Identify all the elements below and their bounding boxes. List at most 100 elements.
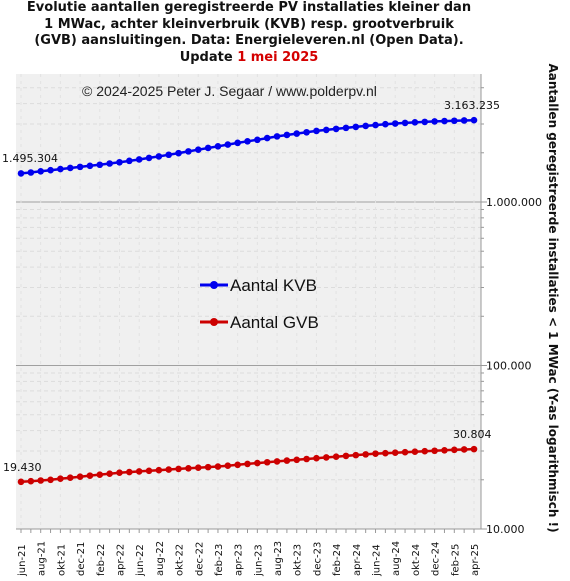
data-point-kvb <box>194 146 202 153</box>
data-point-kvb <box>382 120 389 128</box>
data-point-gvb <box>451 446 458 454</box>
data-point-gvb <box>37 477 44 484</box>
x-tick-label: okt-23 <box>293 544 304 576</box>
data-point-kvb <box>234 139 241 147</box>
data-point-kvb <box>273 133 281 140</box>
data-point-gvb <box>322 454 330 461</box>
y-tick-label: 1.000.000 <box>486 196 542 209</box>
data-point-kvb <box>165 151 173 159</box>
data-point-gvb <box>352 451 360 459</box>
data-point-gvb <box>126 468 133 476</box>
data-point-kvb <box>244 138 251 145</box>
data-point-gvb <box>27 477 35 485</box>
x-tick-label: jun-24 <box>372 544 383 577</box>
data-point-gvb <box>66 474 74 481</box>
data-point-kvb <box>27 169 35 176</box>
x-tick-label: feb-24 <box>332 544 343 576</box>
data-point-kvb <box>313 127 320 135</box>
data-point-kvb <box>470 116 478 124</box>
data-point-gvb <box>47 476 54 484</box>
x-tick-label: apr-25 <box>470 544 481 576</box>
data-point-kvb <box>431 118 438 125</box>
data-point-gvb <box>86 472 94 479</box>
legend-gvb-marker <box>210 318 218 326</box>
x-tick-label: jun-23 <box>253 544 264 577</box>
y-axis-label: Aantallen geregistreerde installaties < … <box>546 63 560 533</box>
update-date: 1 mei 2025 <box>237 49 319 65</box>
data-point-kvb <box>37 168 44 175</box>
y-tick-label: 10.000 <box>486 523 525 536</box>
x-tick-label: okt-22 <box>175 544 186 576</box>
data-point-kvb <box>283 131 291 139</box>
data-point-gvb <box>362 451 369 458</box>
x-tick-label: jun-22 <box>135 544 146 577</box>
data-point-kvb <box>175 149 182 157</box>
title-line-3: (GVB) aansluitingen. Data: Energielevere… <box>34 33 464 48</box>
data-point-gvb <box>106 470 113 477</box>
data-point-kvb <box>391 120 399 127</box>
data-point-gvb <box>234 461 241 469</box>
data-point-gvb <box>332 453 340 460</box>
x-tick-label: jun-21 <box>17 544 28 577</box>
data-point-kvb <box>106 160 113 167</box>
data-point-kvb <box>145 154 153 162</box>
x-tick-label: okt-24 <box>411 544 422 576</box>
data-point-gvb <box>372 450 379 457</box>
x-tick-label: apr-24 <box>352 544 363 576</box>
y-tick-label: 100.000 <box>486 360 532 373</box>
data-point-gvb <box>411 448 419 456</box>
gvb-end-label: 30.804 <box>453 428 492 441</box>
update-prefix: Update <box>179 49 238 65</box>
data-point-gvb <box>391 449 399 456</box>
data-point-kvb <box>224 141 232 148</box>
data-point-gvb <box>273 458 281 465</box>
data-point-gvb <box>342 452 350 460</box>
data-point-gvb <box>116 469 123 476</box>
y-axis-ticks: 10.000 100.000 1.000.000 <box>481 87 542 536</box>
data-point-kvb <box>362 122 369 130</box>
data-point-gvb <box>76 473 84 480</box>
data-point-gvb <box>460 446 468 453</box>
kvb-start-label: 1.495.304 <box>2 152 58 165</box>
data-point-kvb <box>96 161 104 169</box>
data-point-gvb <box>244 460 251 468</box>
title-line-1: Evolutie aantallen geregistreerde PV ins… <box>26 0 472 15</box>
data-point-kvb <box>322 126 330 134</box>
data-point-kvb <box>76 163 84 171</box>
data-point-kvb <box>332 125 340 133</box>
data-point-kvb <box>66 164 74 172</box>
x-tick-label: apr-22 <box>115 544 126 576</box>
data-point-kvb <box>47 166 54 174</box>
data-point-kvb <box>293 130 301 137</box>
kvb-end-label: 3.163.235 <box>444 99 500 112</box>
data-point-kvb <box>411 119 419 126</box>
data-point-kvb <box>460 117 468 124</box>
data-point-gvb <box>145 467 153 475</box>
data-point-gvb <box>283 457 291 464</box>
data-point-kvb <box>421 118 429 126</box>
data-point-gvb <box>313 454 320 462</box>
data-point-kvb <box>342 124 350 132</box>
legend-gvb-label: Aantal GVB <box>230 313 319 332</box>
data-point-gvb <box>175 465 182 473</box>
data-point-kvb <box>401 119 409 127</box>
chart-title: Evolutie aantallen geregistreerde PV ins… <box>0 0 498 66</box>
title-line-2: 1 MWac, achter kleinverbruik (KVB) resp.… <box>44 16 454 32</box>
data-point-gvb <box>17 478 25 486</box>
data-point-gvb <box>431 447 438 455</box>
data-point-gvb <box>194 464 202 472</box>
data-point-kvb <box>254 136 261 144</box>
data-point-kvb <box>352 123 360 131</box>
x-tick-label: dec-21 <box>76 542 87 576</box>
gvb-start-label: 19.430 <box>3 461 42 474</box>
data-point-gvb <box>224 462 232 469</box>
x-tick-label: aug-21 <box>37 541 48 576</box>
legend: Aantal KVB Aantal GVB <box>200 276 319 332</box>
copyright-text: © 2024-2025 Peter J. Segaar / www.polder… <box>82 83 377 99</box>
x-tick-label: aug-24 <box>391 541 402 576</box>
data-point-gvb <box>135 468 143 475</box>
data-point-gvb <box>57 475 64 483</box>
data-point-kvb <box>263 134 271 142</box>
data-point-kvb <box>17 170 25 177</box>
